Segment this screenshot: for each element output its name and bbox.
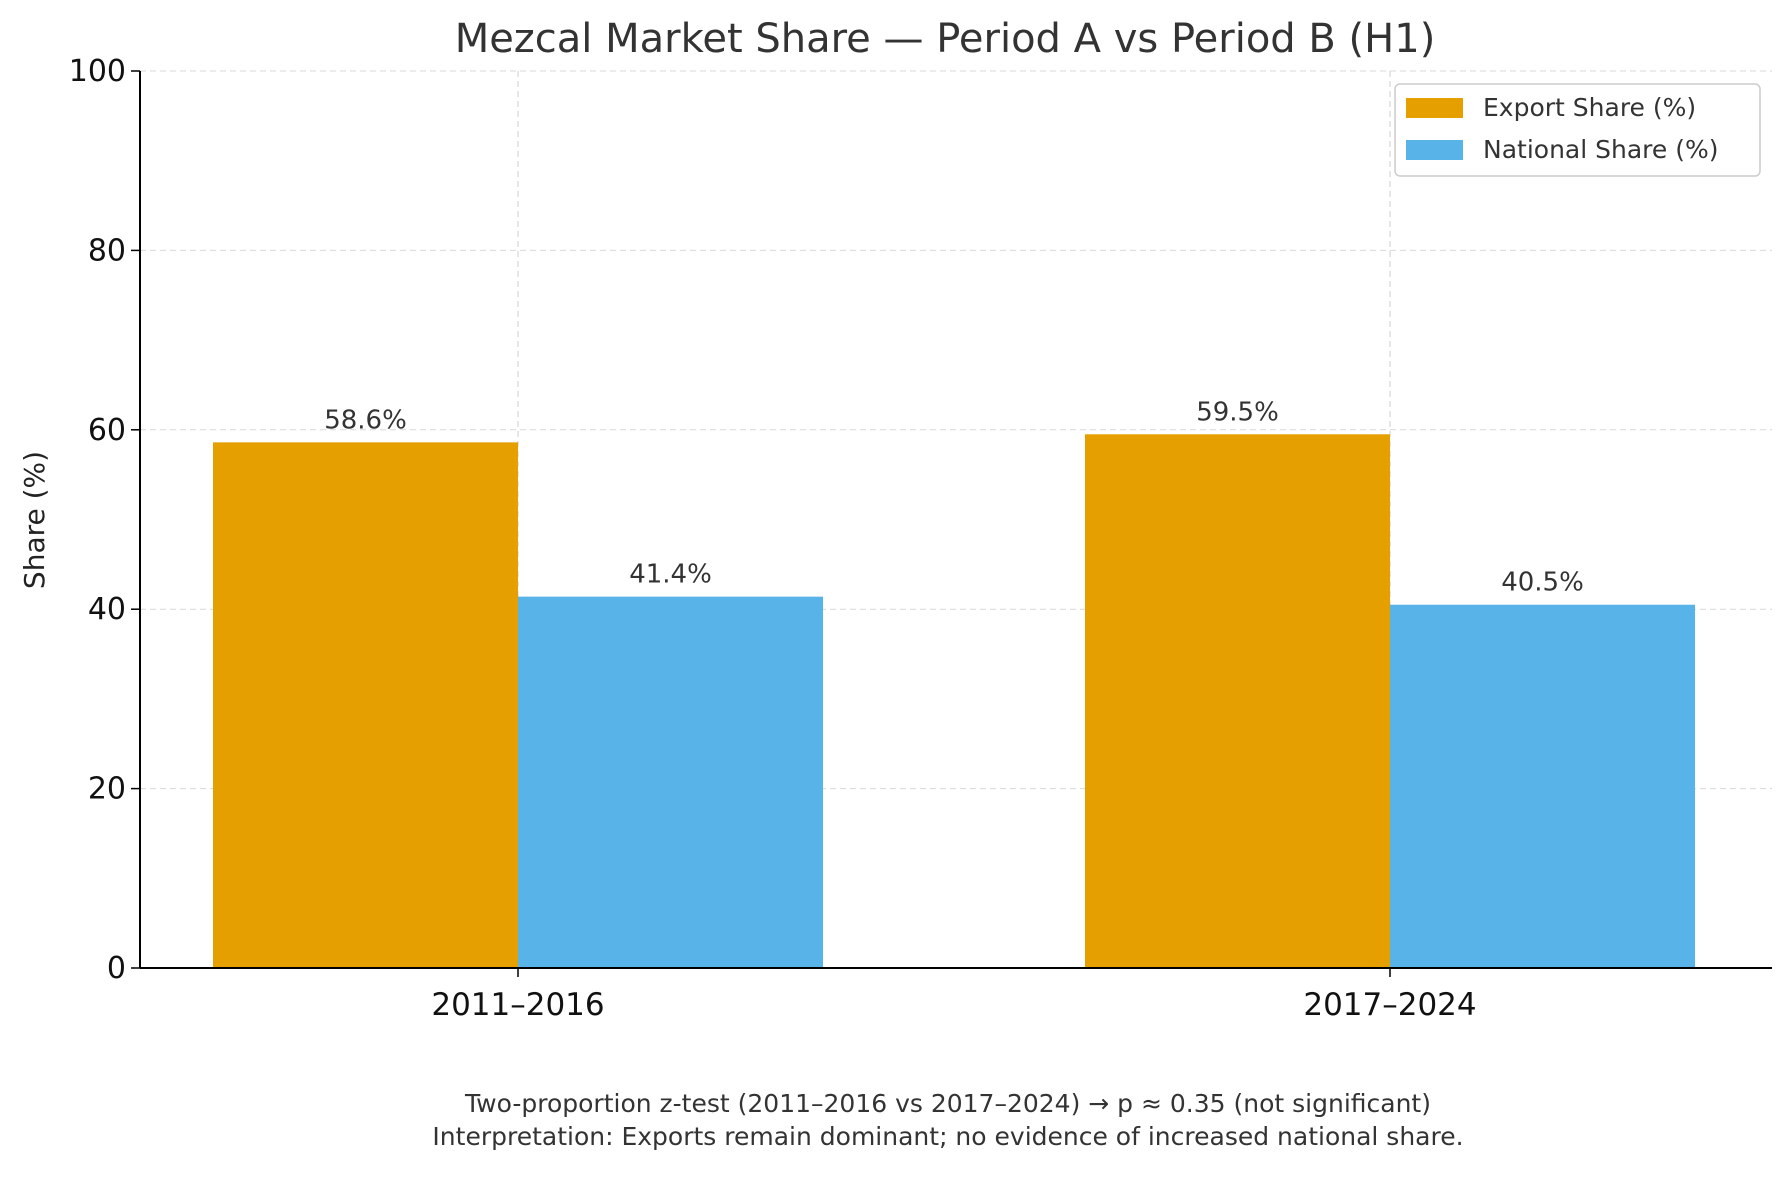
- legend-swatch: [1406, 140, 1463, 160]
- bars: [213, 434, 1695, 968]
- chart-title: Mezcal Market Share — Period A vs Period…: [455, 16, 1436, 62]
- bar-value-labels: 58.6% 59.5% 41.4% 40.5%: [324, 397, 1584, 597]
- annotation-interpretation: Interpretation: Exports remain dominant;…: [432, 1122, 1463, 1151]
- annotation-test-result: Two-proportion z-test (2011–2016 vs 2017…: [464, 1089, 1431, 1118]
- y-tick-label: 100: [69, 54, 126, 89]
- bar-national-1: [1390, 604, 1695, 968]
- legend-swatch: [1406, 98, 1463, 118]
- bar-national-0: [518, 596, 823, 968]
- legend: Export Share (%) National Share (%): [1394, 83, 1761, 177]
- legend-box: [1394, 83, 1761, 177]
- bar-export-1: [1085, 434, 1390, 968]
- y-axis-label: Share (%): [18, 451, 51, 589]
- y-tick-label: 0: [107, 951, 126, 986]
- y-tick-label: 80: [88, 233, 126, 268]
- bar-export-0: [213, 442, 518, 968]
- bar-value-label: 58.6%: [324, 405, 407, 435]
- bar-value-label: 40.5%: [1501, 568, 1584, 598]
- axes: 0 20 40 60 80 100 2011–2016 2017–2024: [69, 54, 1772, 1023]
- bar-value-label: 41.4%: [629, 560, 712, 590]
- x-tick-label: 2011–2016: [431, 987, 604, 1023]
- y-tick-label: 40: [88, 592, 126, 627]
- legend-label: Export Share (%): [1483, 93, 1696, 122]
- y-tick-label: 20: [88, 772, 126, 807]
- bar-value-label: 59.5%: [1196, 397, 1279, 427]
- legend-label: National Share (%): [1483, 135, 1718, 164]
- y-tick-label: 60: [88, 413, 126, 448]
- x-tick-label: 2017–2024: [1303, 987, 1476, 1023]
